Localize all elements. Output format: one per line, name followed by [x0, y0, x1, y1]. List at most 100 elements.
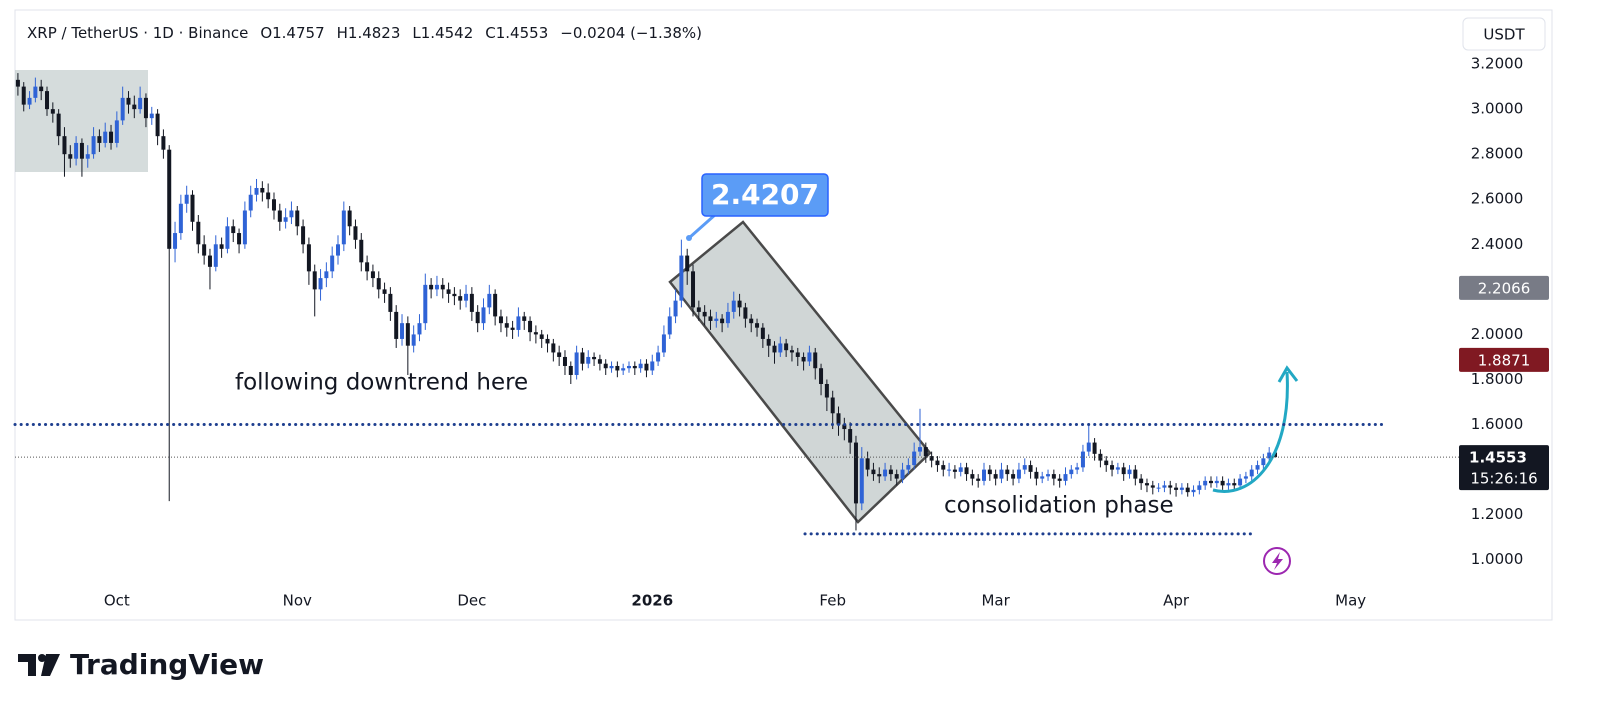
candle-body	[33, 86, 38, 98]
x-tick-label: Oct	[104, 592, 130, 610]
candle-body	[586, 356, 591, 364]
candle-body	[853, 442, 858, 504]
candle-body	[167, 149, 172, 249]
candle-body	[1057, 478, 1062, 481]
candle-body	[132, 104, 137, 110]
candle-body	[656, 352, 661, 362]
candle-body	[376, 278, 381, 290]
candle-body	[324, 271, 329, 279]
candle-body	[813, 352, 818, 369]
candle-body	[1028, 465, 1033, 472]
candle-body	[1208, 480, 1213, 484]
brand-logo	[18, 654, 60, 676]
candle-body	[528, 320, 533, 333]
candle-body	[155, 113, 160, 137]
candle-body	[551, 343, 556, 353]
candle-body	[1185, 487, 1190, 493]
candle-body	[266, 192, 271, 200]
candle-body	[365, 262, 370, 272]
candle-body	[760, 327, 765, 339]
candle-body	[691, 271, 696, 308]
symbol: XRP / TetherUS · 1D · Binance	[27, 24, 249, 42]
callout-box	[701, 173, 829, 217]
candle-body	[370, 271, 375, 279]
y-tick-label: 2.4000	[1471, 235, 1524, 253]
candle-body	[15, 79, 20, 87]
candle-body	[1162, 485, 1167, 488]
ohlc-value: 1.4757	[272, 24, 325, 42]
candle-body	[580, 352, 585, 364]
candle-body	[1046, 474, 1051, 477]
candle-body	[708, 316, 713, 321]
candle-body	[900, 469, 905, 479]
candle-body	[993, 474, 998, 479]
candle-body	[405, 323, 410, 346]
candle-body	[97, 136, 102, 143]
y-tick-label: 2.6000	[1471, 190, 1524, 208]
candle-body	[318, 278, 323, 290]
price-tag-label: 2.2066	[1478, 279, 1531, 297]
candle-body	[178, 203, 183, 234]
candle-body	[1034, 471, 1039, 479]
candle-body	[359, 239, 364, 263]
candle-body	[906, 465, 911, 470]
candle-body	[1232, 483, 1237, 486]
candle-body	[161, 136, 166, 150]
candle-body	[1214, 480, 1219, 484]
candle-body	[795, 352, 800, 357]
candle-body	[452, 293, 457, 297]
currency-button[interactable]	[1462, 17, 1546, 51]
y-tick-label: 2.8000	[1471, 145, 1524, 163]
candle-body	[679, 255, 684, 301]
brand-name: TradingView	[70, 648, 264, 681]
ohlc-value: 1.4542	[420, 24, 474, 42]
candle-body	[120, 97, 125, 121]
candle-body	[603, 363, 608, 369]
candle-body	[388, 293, 393, 312]
candle-body	[772, 345, 777, 353]
candle-body	[755, 323, 760, 328]
candle-body	[824, 383, 829, 398]
candle-body	[615, 365, 620, 371]
candle-body	[382, 289, 387, 294]
candle-body	[429, 284, 434, 290]
candle-body	[801, 356, 806, 362]
candle-body	[830, 397, 835, 414]
candle-body	[394, 311, 399, 339]
candle-body	[626, 365, 631, 369]
candle-body	[295, 210, 300, 227]
candle-body	[714, 318, 719, 321]
candle-body	[667, 316, 672, 335]
x-tick-label: Dec	[457, 592, 486, 610]
candle-body	[871, 469, 876, 475]
candle-body	[952, 469, 957, 472]
candle-body	[987, 469, 992, 475]
candle-body	[737, 300, 742, 308]
candle-body	[237, 233, 242, 245]
candle-body	[859, 458, 864, 504]
candle-body	[493, 293, 498, 317]
candle-body	[568, 365, 573, 375]
candle-body	[481, 307, 486, 324]
candle-body	[225, 226, 230, 249]
candle-body	[1226, 483, 1231, 486]
candle-body	[149, 113, 154, 119]
callout-label: 2.4207	[711, 178, 819, 211]
candle-body	[138, 97, 143, 110]
candle-body	[1179, 487, 1184, 490]
candle-body	[574, 352, 579, 375]
candle-body	[1016, 469, 1021, 479]
candle-body	[1075, 467, 1080, 470]
candle-body	[807, 352, 812, 362]
candle-body	[1220, 480, 1225, 486]
candle-body	[91, 136, 96, 155]
candle-body	[1011, 474, 1016, 479]
candle-body	[1243, 476, 1248, 479]
candle-body	[1115, 467, 1120, 470]
x-tick-label: 2026	[631, 592, 673, 610]
candle-body	[673, 300, 678, 317]
candle-body	[883, 469, 888, 477]
x-tick-label: Mar	[981, 592, 1010, 610]
